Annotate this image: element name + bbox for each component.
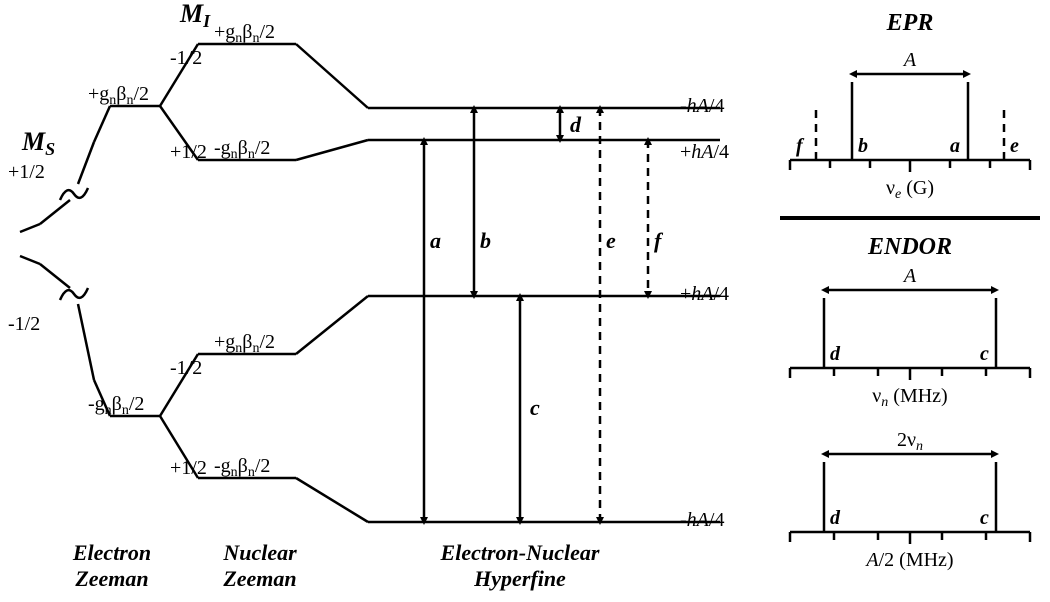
hyperfine-header: Electron-Nuclear bbox=[440, 540, 600, 565]
gnbn-label: -gnβn/2 bbox=[214, 455, 270, 480]
nuclear-zeeman-header: Nuclear bbox=[222, 540, 297, 565]
mi-value: +1/2 bbox=[170, 141, 207, 163]
endor2-axis-label: A/2 (MHz) bbox=[864, 549, 953, 571]
transition-label-e: e bbox=[606, 228, 616, 253]
nuclear-zeeman-header-2: Zeeman bbox=[222, 566, 296, 591]
epr-b-label: b bbox=[858, 135, 868, 157]
ms-plus-value: +1/2 bbox=[8, 161, 45, 183]
root-branch-down bbox=[40, 264, 70, 288]
hA-label: +hA/4 bbox=[680, 141, 729, 163]
hA-label: +hA/4 bbox=[680, 283, 729, 305]
endor-header: ENDOR bbox=[867, 234, 952, 260]
endor2-c-label: c bbox=[980, 507, 989, 529]
hyperfine-header-2: Hyperfine bbox=[473, 566, 566, 591]
transition-label-c: c bbox=[530, 395, 540, 420]
transition-label-a: a bbox=[430, 228, 441, 253]
ms-minus-value: -1/2 bbox=[8, 313, 40, 335]
energy-level-diagram: MS MI +1/2 -1/2 +gnβn/2 -gnβn/2 -1/2 +1/2 -1/2 +1… bbox=[0, 0, 1050, 602]
endor1-c-label: c bbox=[980, 343, 989, 365]
epr-e-label: e bbox=[1010, 135, 1019, 157]
endor2-d-label: d bbox=[830, 507, 841, 529]
mi-value: +1/2 bbox=[170, 457, 207, 479]
mi-value: -1/2 bbox=[170, 47, 202, 69]
endor1-axis-label: νn (MHz) bbox=[872, 385, 947, 410]
gnbn-label: +gnβn/2 bbox=[214, 331, 275, 356]
hA-label: -hA/4 bbox=[680, 95, 724, 117]
break-symbol bbox=[60, 188, 88, 200]
hf-slant bbox=[296, 478, 368, 522]
gnbn-label: -gnβn/2 bbox=[214, 137, 270, 162]
root-branch-up bbox=[40, 200, 70, 224]
Ms-header: MS bbox=[21, 127, 55, 159]
gnbn-label: +gnβn/2 bbox=[88, 83, 149, 108]
electron-zeeman-header-2: Zeeman bbox=[74, 566, 148, 591]
epr-header: EPR bbox=[886, 10, 934, 36]
hA-label: -hA/4 bbox=[680, 509, 724, 531]
hf-slant bbox=[296, 296, 368, 354]
endor1-A-label: A bbox=[902, 265, 917, 287]
epr-a-label: a bbox=[950, 135, 960, 157]
branch-to-ms-plus-2 bbox=[94, 106, 110, 142]
epr-A-label: A bbox=[902, 49, 917, 71]
transition-label-f: f bbox=[654, 228, 664, 253]
epr-f-label: f bbox=[796, 135, 805, 157]
mi-value: -1/2 bbox=[170, 357, 202, 379]
break-symbol bbox=[60, 288, 88, 300]
MI-header: MI bbox=[179, 0, 211, 31]
hf-slant bbox=[296, 140, 368, 160]
endor1-d-label: d bbox=[830, 343, 841, 365]
hf-slant bbox=[296, 44, 368, 108]
gnbn-label: +gnβn/2 bbox=[214, 21, 275, 46]
epr-axis-label: νe (G) bbox=[886, 177, 934, 202]
endor2-2nun-label: 2νn bbox=[897, 429, 923, 454]
root-vertex bbox=[20, 224, 40, 264]
gnbn-label: -gnβn/2 bbox=[88, 393, 144, 418]
electron-zeeman-header: Electron bbox=[72, 540, 151, 565]
transition-label-d: d bbox=[570, 112, 582, 137]
branch-to-ms-minus bbox=[78, 304, 94, 380]
branch-to-ms-plus bbox=[78, 142, 94, 184]
transition-label-b: b bbox=[480, 228, 491, 253]
